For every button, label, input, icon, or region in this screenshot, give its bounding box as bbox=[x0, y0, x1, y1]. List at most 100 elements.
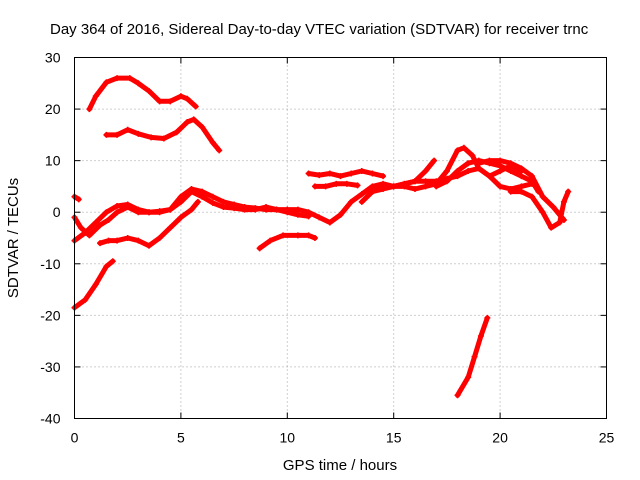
data-point bbox=[156, 235, 163, 241]
data-point bbox=[337, 211, 344, 218]
data-point bbox=[358, 167, 365, 174]
axis-ticks bbox=[74, 57, 607, 419]
data-point bbox=[75, 196, 82, 203]
data-point bbox=[92, 281, 99, 288]
data-point bbox=[160, 135, 167, 142]
data-point bbox=[86, 232, 93, 239]
data-point bbox=[188, 206, 195, 213]
data-point bbox=[550, 204, 557, 211]
data-point bbox=[241, 204, 248, 211]
y-axis-label: SDTVAR / TECUs bbox=[5, 178, 22, 298]
data-point bbox=[267, 237, 274, 244]
data-point bbox=[465, 167, 472, 174]
data-point bbox=[454, 167, 461, 174]
data-point bbox=[177, 93, 184, 100]
data-point bbox=[209, 199, 216, 206]
data-point bbox=[103, 131, 110, 138]
data-point bbox=[173, 129, 180, 136]
y-tick-label: 20 bbox=[45, 101, 61, 117]
y-tick-label: -20 bbox=[40, 307, 60, 323]
data-point bbox=[465, 160, 472, 167]
data-point bbox=[311, 235, 318, 241]
data-point bbox=[263, 206, 270, 213]
y-tick-labels: -40 -30 -20 -10 0 10 20 30 bbox=[40, 50, 60, 427]
data-point bbox=[126, 75, 133, 82]
data-point bbox=[114, 209, 121, 216]
data-point bbox=[77, 224, 84, 231]
data-point bbox=[518, 173, 525, 180]
data-point bbox=[316, 214, 323, 221]
data-point bbox=[477, 332, 484, 339]
data-point bbox=[507, 160, 514, 167]
data-point bbox=[220, 204, 227, 211]
data-point bbox=[114, 203, 121, 210]
data-point bbox=[167, 98, 174, 105]
x-tick-labels: 0 5 10 15 20 25 bbox=[71, 430, 615, 446]
data-point bbox=[280, 232, 287, 239]
data-point bbox=[484, 314, 491, 321]
x-tick-label: 0 bbox=[71, 430, 79, 446]
series-arc-5 bbox=[72, 165, 535, 244]
chart-title: Day 364 of 2016, Sidereal Day-to-day VTE… bbox=[50, 21, 589, 38]
data-point bbox=[518, 188, 525, 195]
data-point bbox=[114, 237, 121, 244]
data-point bbox=[443, 178, 450, 185]
data-point bbox=[529, 173, 536, 180]
data-point bbox=[294, 211, 301, 218]
data-point bbox=[194, 198, 201, 205]
data-point bbox=[497, 183, 504, 190]
data-point bbox=[454, 392, 461, 399]
data-point bbox=[337, 173, 344, 180]
data-point bbox=[256, 245, 263, 252]
data-point bbox=[305, 170, 312, 177]
y-tick-label: -30 bbox=[40, 359, 60, 375]
data-point bbox=[135, 130, 142, 137]
data-point bbox=[199, 188, 206, 195]
data-point bbox=[471, 353, 478, 360]
x-axis-label: GPS time / hours bbox=[283, 457, 397, 474]
data-point bbox=[305, 232, 312, 239]
data-point bbox=[209, 139, 216, 146]
data-point bbox=[231, 201, 238, 208]
data-point bbox=[380, 173, 387, 180]
x-tick-label: 25 bbox=[599, 430, 615, 446]
plot-frame bbox=[74, 57, 607, 419]
x-tick-label: 15 bbox=[386, 430, 402, 446]
data-point bbox=[322, 183, 329, 190]
data-point bbox=[486, 157, 493, 164]
data-point bbox=[199, 193, 206, 200]
data-point bbox=[354, 182, 361, 189]
data-point bbox=[105, 237, 112, 244]
data-point bbox=[92, 219, 99, 226]
data-point bbox=[109, 258, 116, 265]
data-point bbox=[431, 157, 438, 164]
data-point bbox=[411, 186, 418, 193]
grid-lines bbox=[74, 57, 607, 419]
data-point bbox=[252, 205, 259, 212]
data-point bbox=[507, 188, 514, 195]
y-tick-label: 0 bbox=[53, 204, 61, 220]
x-tick-label: 10 bbox=[280, 430, 296, 446]
data-point bbox=[216, 147, 223, 154]
data-point bbox=[273, 206, 280, 213]
data-point bbox=[97, 222, 104, 229]
data-point bbox=[124, 235, 131, 241]
data-point bbox=[369, 188, 376, 195]
data-point bbox=[188, 186, 195, 193]
data-point bbox=[156, 209, 163, 216]
data-point bbox=[177, 214, 184, 221]
data-point bbox=[518, 183, 525, 190]
data-point bbox=[469, 152, 476, 159]
data-point bbox=[529, 193, 536, 200]
data-point bbox=[369, 170, 376, 177]
x-tick-label: 20 bbox=[492, 430, 508, 446]
data-point bbox=[294, 206, 301, 213]
data-point bbox=[475, 160, 482, 167]
data-point bbox=[548, 224, 555, 231]
data-point bbox=[497, 157, 504, 164]
data-point bbox=[311, 183, 318, 190]
data-point bbox=[401, 183, 408, 190]
data-point bbox=[497, 167, 504, 174]
data-point bbox=[486, 173, 493, 180]
